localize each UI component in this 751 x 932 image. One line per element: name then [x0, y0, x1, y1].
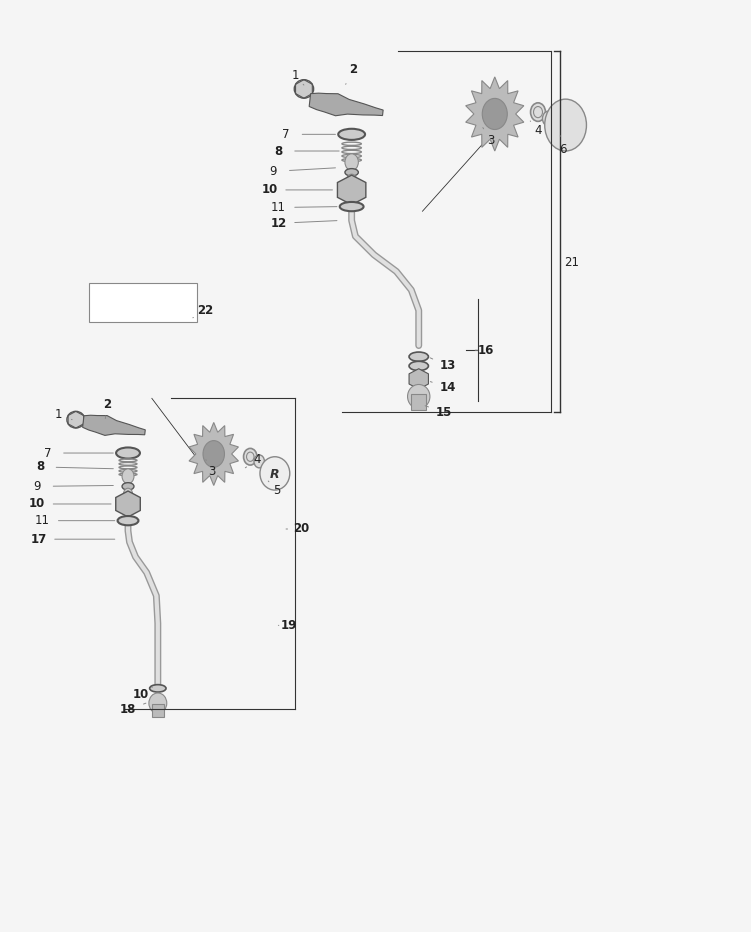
Text: 10: 10 — [29, 498, 45, 511]
Text: 3: 3 — [208, 465, 216, 478]
Text: 9: 9 — [270, 165, 277, 178]
Ellipse shape — [339, 202, 363, 212]
Ellipse shape — [122, 483, 134, 490]
Ellipse shape — [409, 362, 428, 371]
Text: 21: 21 — [564, 255, 579, 268]
Ellipse shape — [118, 516, 138, 526]
Text: 14: 14 — [439, 381, 456, 393]
Ellipse shape — [338, 129, 365, 140]
Text: 10: 10 — [133, 689, 149, 702]
Text: 16: 16 — [478, 344, 494, 357]
Circle shape — [482, 99, 507, 130]
Text: 1: 1 — [55, 407, 62, 420]
Circle shape — [124, 488, 132, 500]
Text: 5: 5 — [273, 484, 280, 497]
Text: 10: 10 — [261, 184, 278, 197]
Ellipse shape — [345, 169, 358, 176]
Ellipse shape — [542, 111, 554, 126]
Text: 19: 19 — [281, 619, 297, 632]
Text: 2: 2 — [349, 63, 357, 76]
Text: 2: 2 — [103, 398, 111, 411]
Text: 12: 12 — [270, 217, 287, 230]
Polygon shape — [296, 79, 312, 98]
Text: 6: 6 — [559, 143, 567, 156]
Bar — [412, 393, 426, 410]
Ellipse shape — [243, 448, 257, 465]
Circle shape — [345, 154, 358, 171]
Text: 7: 7 — [44, 446, 51, 459]
Ellipse shape — [409, 352, 428, 362]
Text: 20: 20 — [293, 523, 309, 536]
Polygon shape — [309, 93, 383, 116]
Polygon shape — [409, 369, 428, 389]
Ellipse shape — [254, 455, 264, 468]
Text: 13: 13 — [439, 360, 456, 373]
Text: 1: 1 — [292, 70, 300, 82]
Polygon shape — [337, 175, 366, 205]
Ellipse shape — [530, 103, 545, 121]
Polygon shape — [466, 77, 524, 151]
Text: 11: 11 — [271, 201, 286, 214]
Text: 8: 8 — [274, 144, 282, 158]
Ellipse shape — [260, 457, 290, 490]
Polygon shape — [68, 411, 83, 428]
Polygon shape — [99, 295, 133, 309]
Text: 22: 22 — [198, 304, 214, 317]
Circle shape — [122, 469, 134, 484]
Text: 3: 3 — [487, 134, 495, 147]
Text: 11: 11 — [35, 514, 50, 528]
Ellipse shape — [116, 447, 140, 459]
Ellipse shape — [149, 693, 167, 713]
Text: 7: 7 — [282, 128, 290, 141]
Bar — [89, 283, 197, 322]
Text: 8: 8 — [36, 460, 44, 473]
Polygon shape — [83, 416, 145, 435]
Circle shape — [544, 99, 587, 151]
Ellipse shape — [149, 685, 166, 692]
Text: 17: 17 — [31, 533, 47, 546]
Text: 4: 4 — [534, 124, 541, 137]
Circle shape — [346, 174, 357, 187]
Text: 18: 18 — [120, 703, 136, 716]
Ellipse shape — [408, 385, 430, 408]
Polygon shape — [189, 422, 239, 486]
Bar — [152, 704, 164, 717]
Text: 9: 9 — [33, 480, 41, 493]
Text: 4: 4 — [253, 453, 261, 466]
Circle shape — [203, 441, 225, 467]
Polygon shape — [116, 491, 140, 517]
Text: 15: 15 — [436, 405, 452, 418]
Text: R: R — [270, 468, 279, 481]
